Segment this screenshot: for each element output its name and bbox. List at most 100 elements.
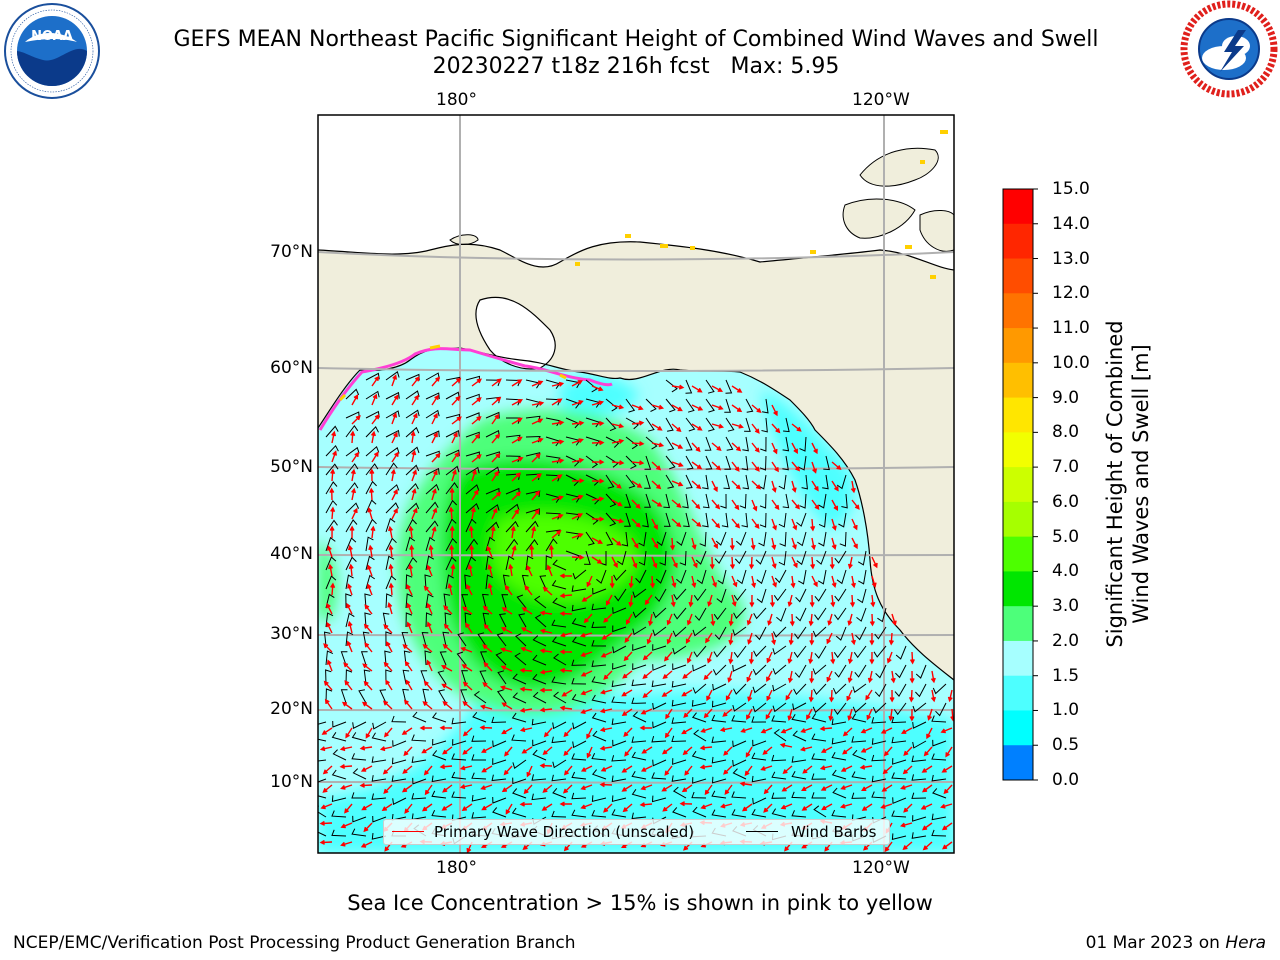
wave-direction-arrow <box>526 564 533 577</box>
wave-direction-arrow <box>468 525 474 539</box>
wind-barb <box>471 794 487 802</box>
wind-barb <box>685 474 693 489</box>
wind-barb <box>665 455 676 470</box>
wind-barb <box>385 555 395 571</box>
wind-barb <box>671 775 687 782</box>
wind-barb <box>331 810 347 818</box>
colorbar-segment <box>1003 745 1033 781</box>
wave-direction-arrow <box>943 784 953 795</box>
wind-barb <box>545 512 561 520</box>
wind-barb <box>852 749 867 761</box>
wave-direction-arrow <box>559 801 572 807</box>
wind-barb <box>591 752 607 761</box>
wave-direction-arrow <box>788 632 794 646</box>
wind-barb <box>485 574 494 590</box>
wind-barb <box>496 689 507 704</box>
wave-direction-arrow <box>700 803 713 810</box>
wind-barb <box>798 455 807 471</box>
wave-direction-arrow <box>700 727 713 733</box>
wind-barb <box>631 679 647 687</box>
wind-barb <box>753 645 767 657</box>
wave-direction-arrow <box>644 594 653 606</box>
wave-direction-arrow <box>882 765 893 775</box>
wave-direction-arrow <box>771 404 778 417</box>
wave-direction-arrow <box>749 594 755 608</box>
wave-direction-arrow <box>771 423 781 434</box>
wave-direction-arrow <box>711 442 722 451</box>
wind-barb <box>345 593 352 609</box>
wave-direction-arrow <box>751 480 762 490</box>
wave-direction-arrow <box>379 746 393 752</box>
wave-direction-arrow <box>551 439 565 445</box>
wave-direction-arrow <box>491 396 502 406</box>
wave-direction-arrow <box>731 575 738 588</box>
wave-direction-arrow <box>831 575 837 589</box>
wind-barb <box>793 645 807 658</box>
wave-direction-arrow <box>711 575 717 588</box>
wind-barb <box>491 716 507 724</box>
colorbar-frame <box>1002 188 1034 781</box>
wave-direction-arrow <box>579 632 593 638</box>
wind-barb <box>672 758 687 765</box>
wave-direction-arrow <box>671 442 684 449</box>
wave-direction-arrow <box>691 423 703 431</box>
wave-direction-arrow <box>382 765 393 775</box>
wind-barb <box>385 370 400 381</box>
wave-direction-arrow <box>431 488 437 501</box>
wave-direction-arrow <box>720 803 733 809</box>
wave-direction-arrow <box>729 537 735 551</box>
wave-direction-arrow <box>426 564 433 577</box>
wind-barb <box>425 612 433 628</box>
wind-barb <box>811 773 827 780</box>
wave-direction-arrow <box>631 556 638 569</box>
wave-direction-arrow <box>751 442 760 453</box>
colorbar-segment <box>1003 536 1033 572</box>
wave-direction-arrow <box>500 627 513 634</box>
wave-direction-arrow <box>326 602 333 615</box>
wind-barb <box>752 739 767 747</box>
wave-direction-arrow <box>531 401 545 406</box>
wind-barb <box>692 664 707 672</box>
wave-direction-arrow <box>840 765 853 772</box>
wave-direction-arrow <box>483 661 493 672</box>
wind-barb <box>631 789 647 799</box>
wave-direction-arrow <box>731 518 741 529</box>
wind-barb <box>438 689 447 704</box>
wave-direction-arrow <box>523 784 533 795</box>
legend-wave-label: Primary Wave Direction (unscaled) <box>434 823 695 841</box>
wave-direction-arrow <box>791 480 797 493</box>
lon-label-top-180: 180° <box>436 90 477 110</box>
wind-barb <box>511 807 527 818</box>
wind-barb <box>912 740 927 749</box>
wind-barb <box>512 692 527 704</box>
wind-barb <box>625 455 637 470</box>
wind-barb <box>645 436 658 450</box>
wind-barb <box>778 474 787 490</box>
wind-barb <box>816 550 827 565</box>
wind-barb <box>345 388 360 400</box>
wave-direction-arrow <box>580 689 593 696</box>
wave-direction-arrow <box>483 623 493 634</box>
wave-direction-arrow <box>821 803 833 811</box>
wind-barb <box>345 631 354 647</box>
wind-barb <box>464 612 472 628</box>
colorbar-tick-label: 12.0 <box>1052 283 1090 304</box>
wind-barb <box>691 712 707 723</box>
wave-direction-arrow <box>671 384 685 390</box>
wave-direction-arrow <box>490 525 496 539</box>
wind-barb <box>791 791 807 799</box>
wind-barb <box>693 729 707 742</box>
wind-barb <box>545 538 558 552</box>
wave-direction-arrow <box>747 689 753 702</box>
wave-direction-arrow <box>406 621 413 634</box>
wind-barb <box>571 792 587 800</box>
wind-barb <box>911 832 927 839</box>
wave-direction-arrow <box>319 746 333 752</box>
wind-barb <box>771 792 787 799</box>
wave-direction-arrow <box>751 499 758 512</box>
wave-direction-arrow <box>511 399 523 406</box>
wave-direction-arrow <box>521 746 533 754</box>
wave-direction-arrow <box>827 613 833 626</box>
wave-direction-arrow <box>751 404 762 413</box>
wind-barb <box>665 417 674 432</box>
